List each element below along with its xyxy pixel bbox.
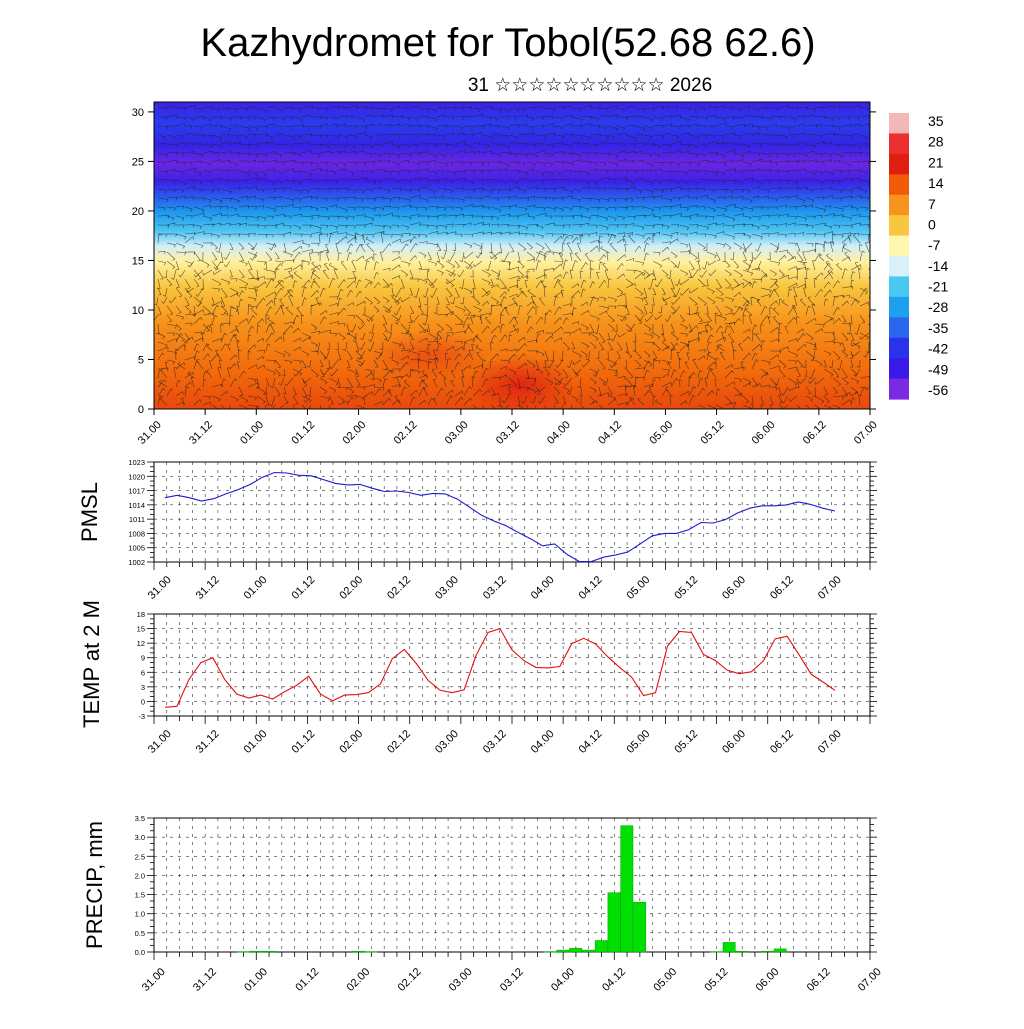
wind-barb-feather [876,170,877,173]
wind-barb-feather [877,368,878,371]
wind-barb-feather [876,117,877,120]
wind-barb-feather [878,307,879,310]
chart-subtitle: 31 ☆☆☆☆☆☆☆☆☆☆ 2026 [468,75,712,96]
wind-barb-feather [875,155,877,158]
wind-barb-feather [879,108,880,111]
wind-barb-feather [873,386,876,387]
wind-barb [869,195,879,198]
wind-barb-feather [875,136,877,139]
wind-barb-feather [878,216,879,219]
wind-barb-feather [151,320,153,322]
wind-barb-feather [876,227,878,230]
wind-barb-feather [875,361,876,364]
wind-barb [869,142,879,145]
chart-title: Kazhydromet for Tobol(52.68 62.6) [200,21,815,65]
wind-barb-feather [871,262,874,264]
wind-barb-feather [875,289,876,292]
wind-barb-feather [877,209,879,212]
wind-barb-feather [878,161,879,164]
wind-barb-feather [873,306,876,307]
wind-barb-feather [876,190,877,193]
wind-barb-feather [877,127,878,130]
wind-barb-feather [872,272,874,274]
wind-barb-feather [877,236,879,239]
warm-core [370,330,490,380]
